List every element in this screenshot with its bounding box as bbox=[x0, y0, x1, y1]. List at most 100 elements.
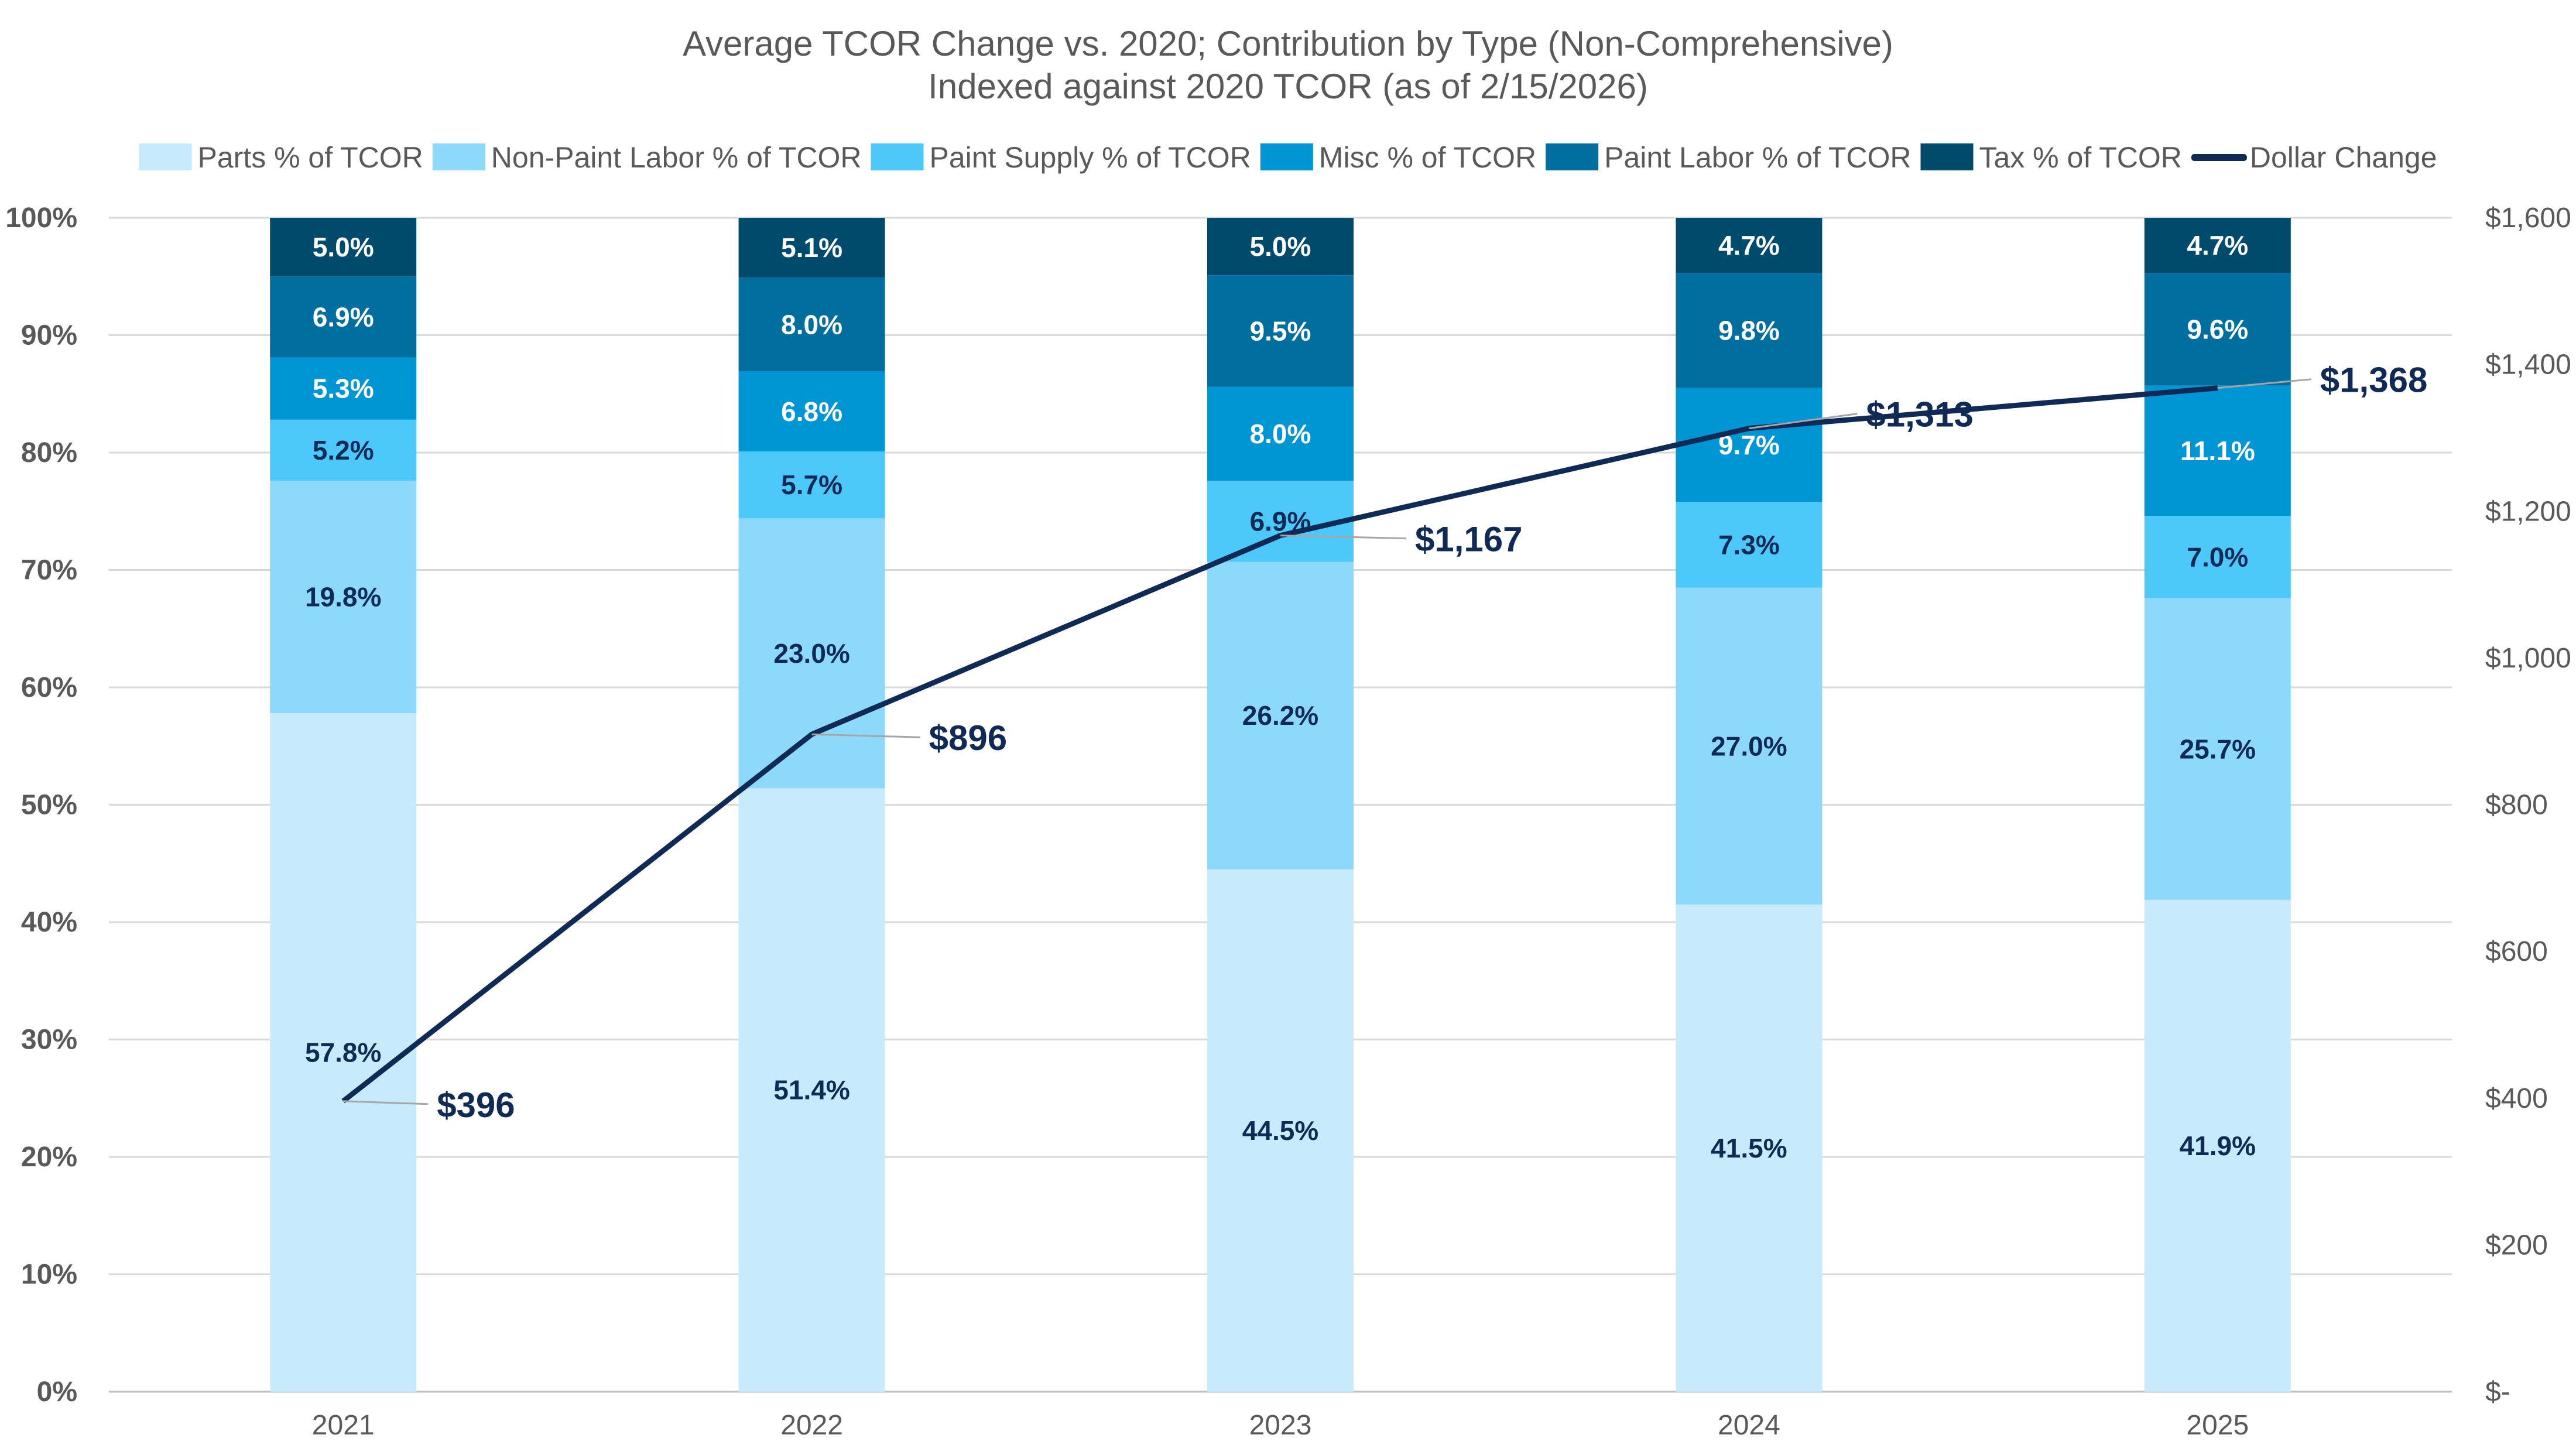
x-tick-label: 2022 bbox=[780, 1410, 843, 1441]
legend-label: Paint Supply % of TCOR bbox=[929, 141, 1251, 174]
chart-subtitle: Indexed against 2020 TCOR (as of 2/15/20… bbox=[928, 67, 1648, 106]
bar-segment bbox=[270, 357, 417, 420]
bar-segment bbox=[738, 278, 885, 372]
y-right-tick-label: $1,200 bbox=[2485, 496, 2571, 527]
bar-segment bbox=[1676, 388, 1823, 502]
data-label: 7.3% bbox=[1718, 529, 1780, 560]
bar-segment bbox=[1207, 218, 1354, 276]
y-left-tick-label: 30% bbox=[21, 1025, 77, 1056]
y-right-tick-label: $- bbox=[2485, 1376, 2510, 1408]
data-label: 26.2% bbox=[1242, 700, 1318, 731]
bar-segment bbox=[270, 276, 417, 358]
y-right-tick-label: $400 bbox=[2485, 1083, 2548, 1114]
data-label: 5.3% bbox=[313, 374, 374, 404]
y-left-tick-label: 80% bbox=[21, 437, 77, 468]
data-label: 5.1% bbox=[781, 232, 842, 263]
x-tick-label: 2021 bbox=[312, 1410, 375, 1441]
y-left-tick-label: 60% bbox=[21, 672, 77, 703]
data-label: 5.7% bbox=[781, 470, 842, 500]
bar-segment bbox=[2144, 516, 2291, 598]
y-right-tick-label: $800 bbox=[2485, 790, 2548, 821]
data-label: 57.8% bbox=[305, 1037, 381, 1068]
dollar-label: $1,313 bbox=[1866, 395, 1974, 434]
legend-swatch bbox=[139, 143, 192, 170]
y-right-tick-label: $200 bbox=[2485, 1230, 2548, 1261]
y-right-tick-label: $1,400 bbox=[2485, 350, 2571, 381]
legend-swatch bbox=[1260, 143, 1313, 170]
data-label: 7.0% bbox=[2187, 542, 2248, 572]
dollar-change-line: $396 $896 $1,167 $1,313 $1,368 bbox=[341, 361, 2428, 1125]
data-label: 6.9% bbox=[313, 302, 374, 332]
leader-line bbox=[2217, 378, 2311, 389]
leader-line bbox=[1280, 535, 1407, 540]
legend-label: Dollar Change bbox=[2250, 141, 2437, 174]
data-label: 4.7% bbox=[1718, 230, 1780, 261]
bar-segment bbox=[1676, 904, 1823, 1392]
bar-segment bbox=[1207, 869, 1354, 1392]
legend-swatch bbox=[432, 143, 485, 170]
bars: 57.8% 19.8% 5.2% 5.3% 6.9% 5.0% 51.4% 23.0% 5.7%… bbox=[270, 218, 2291, 1392]
bar-segment bbox=[1676, 273, 1823, 388]
leader-line bbox=[343, 1100, 429, 1105]
data-label: 44.5% bbox=[1242, 1115, 1318, 1146]
bar-segment bbox=[1676, 587, 1823, 905]
data-label: 9.5% bbox=[1250, 316, 1311, 346]
y-left-tick-label: 50% bbox=[21, 790, 77, 821]
x-tick-label: 2024 bbox=[1718, 1410, 1780, 1441]
legend-label: Misc % of TCOR bbox=[1319, 141, 1536, 174]
bar-segment bbox=[1676, 218, 1823, 273]
legend-swatch bbox=[1920, 143, 1974, 170]
data-label: 5.2% bbox=[313, 435, 374, 465]
bar-segment bbox=[2144, 598, 2291, 900]
data-label: 19.8% bbox=[305, 582, 381, 612]
legend: Parts % of TCOR Non-Paint Labor % of TCOR… bbox=[139, 141, 2437, 174]
data-label: 25.7% bbox=[2180, 734, 2256, 764]
bar-segment bbox=[738, 788, 885, 1392]
bar-segment bbox=[270, 419, 417, 481]
bar-segment bbox=[1207, 481, 1354, 562]
legend-label: Tax % of TCOR bbox=[1979, 141, 2181, 174]
y-left-tick-label: 20% bbox=[21, 1142, 77, 1173]
data-label: 41.9% bbox=[2180, 1131, 2256, 1161]
legend-swatch bbox=[1546, 143, 1599, 170]
bar-segment bbox=[738, 218, 885, 278]
y-right-tick-label: $1,600 bbox=[2485, 203, 2571, 234]
bar-segment bbox=[270, 218, 417, 277]
legend-label: Paint Labor % of TCOR bbox=[1604, 141, 1911, 174]
data-label: 5.0% bbox=[1250, 231, 1311, 262]
bar-segment bbox=[738, 371, 885, 451]
y-left-tick-label: 100% bbox=[5, 203, 77, 234]
data-label: 9.6% bbox=[2187, 314, 2248, 344]
y-left-tick-label: 10% bbox=[21, 1259, 77, 1290]
data-label: 51.4% bbox=[773, 1075, 849, 1105]
y-left-tick-label: 0% bbox=[37, 1376, 77, 1408]
dollar-label: $396 bbox=[437, 1085, 515, 1125]
x-tick-label: 2025 bbox=[2186, 1410, 2249, 1441]
bar-segment bbox=[270, 481, 417, 714]
data-label: 27.0% bbox=[1711, 731, 1787, 761]
bar-segment bbox=[2144, 218, 2291, 273]
dollar-label: $1,167 bbox=[1415, 520, 1523, 559]
y-left-tick-label: 90% bbox=[21, 320, 77, 351]
legend-label: Parts % of TCOR bbox=[197, 141, 423, 174]
data-label: 23.0% bbox=[773, 638, 849, 669]
chart-title: Average TCOR Change vs. 2020; Contributi… bbox=[683, 24, 1893, 63]
bar-segment bbox=[1207, 275, 1354, 387]
bar-segment bbox=[1676, 502, 1823, 588]
leader-line bbox=[1749, 413, 1858, 430]
bar-segment bbox=[2144, 273, 2291, 386]
bar-segment bbox=[1207, 561, 1354, 869]
leader-line bbox=[811, 733, 920, 738]
legend-line-swatch bbox=[2191, 154, 2247, 161]
bar-segment bbox=[1207, 386, 1354, 481]
bar-segment bbox=[270, 713, 417, 1392]
dollar-label: $896 bbox=[929, 718, 1007, 758]
legend-swatch bbox=[871, 143, 924, 170]
bar-segment bbox=[2144, 899, 2291, 1392]
data-label: 4.7% bbox=[2187, 230, 2248, 261]
y-left-tick-label: 70% bbox=[21, 555, 77, 586]
bar-segment bbox=[2144, 385, 2291, 516]
y-right-tick-label: $1,000 bbox=[2485, 643, 2571, 674]
dollar-label: $1,368 bbox=[2320, 361, 2428, 400]
y-left-tick-label: 40% bbox=[21, 907, 77, 938]
